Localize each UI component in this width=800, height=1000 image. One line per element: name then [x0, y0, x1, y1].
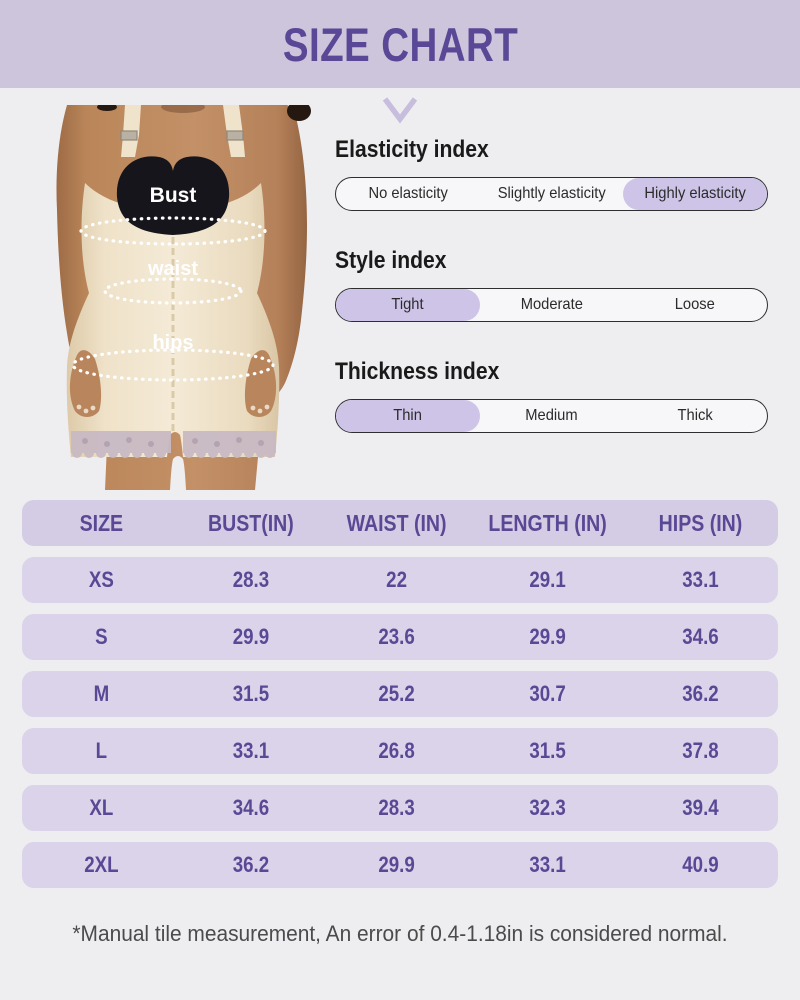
measurement-cell: 33.1 — [682, 567, 719, 592]
strap-buckle-right — [226, 130, 244, 141]
footnote: *Manual tile measurement, An error of 0.… — [72, 921, 728, 946]
shapewear-model-illustration: Bust waist hips — [56, 105, 311, 490]
hair-strand-left — [97, 105, 117, 111]
index-option: Moderate — [480, 289, 624, 321]
size-cell: L — [95, 738, 108, 763]
measurement-cell: 36.2 — [682, 681, 719, 706]
index-option: Slightly elasticity — [480, 178, 624, 210]
index-option-label: Medium — [525, 407, 578, 424]
measurement-cell: 39.4 — [682, 795, 719, 820]
index-option-label: No elasticity — [368, 185, 448, 202]
shoulder-straps — [120, 105, 245, 157]
index-title: Elasticity index — [335, 136, 489, 163]
waist-measure-line — [103, 277, 243, 305]
size-table: SIZE BUST(IN) WAIST (IN) LENGTH (IN) HIPS (I… — [22, 500, 778, 899]
index-option-label: Moderate — [520, 296, 583, 313]
index-option-label: Slightly elasticity — [497, 185, 606, 202]
index-block: Style index Tight Moderate Loose — [335, 247, 768, 322]
index-options-pill: No elasticity Slightly elasticity Highly e… — [335, 177, 768, 211]
measurement-cell: 34.6 — [682, 624, 719, 649]
index-option-selected: Tight — [336, 289, 480, 321]
index-option: Loose — [623, 289, 767, 321]
index-option-label: Tight — [391, 296, 424, 313]
hips-label: hips — [152, 332, 193, 354]
size-table-header-cell: LENGTH (IN) — [488, 509, 607, 536]
index-option-selected: Thin — [336, 400, 480, 432]
index-option-label: Thick — [677, 407, 713, 424]
size-table-row: S 29.9 23.6 29.9 34.6 — [22, 614, 778, 660]
hips-measure-line — [71, 348, 275, 382]
size-cell: S — [95, 624, 108, 649]
hands — [69, 350, 277, 417]
measurement-cell: 29.1 — [529, 567, 566, 592]
index-option: No elasticity — [336, 178, 480, 210]
measurement-cell: 25.2 — [377, 681, 415, 706]
size-cell: 2XL — [84, 852, 119, 877]
model-figure: Bust waist hips — [55, 105, 320, 490]
bust-label: Bust — [150, 184, 197, 207]
index-block: Thickness index Thin Medium Thick — [335, 358, 768, 433]
measurement-cell: 37.8 — [682, 738, 719, 763]
size-table-header-cell: SIZE — [79, 509, 124, 536]
size-table-row: 2XL 36.2 29.9 33.1 40.9 — [22, 842, 778, 888]
waist-label: waist — [147, 258, 198, 280]
measurement-cell: 28.3 — [377, 795, 415, 820]
measurement-cell: 29.9 — [232, 624, 269, 649]
measurement-cell: 22 — [385, 567, 407, 592]
bra — [116, 156, 230, 235]
index-option: Medium — [480, 400, 624, 432]
bust-measure-line — [79, 216, 267, 246]
measurement-cell: 31.5 — [529, 738, 566, 763]
index-option-label: Loose — [675, 296, 716, 313]
measurement-cell: 30.7 — [529, 681, 566, 706]
size-cell: XS — [88, 567, 114, 592]
size-table-row: XL 34.6 28.3 32.3 39.4 — [22, 785, 778, 831]
size-table-row: M 31.5 25.2 30.7 36.2 — [22, 671, 778, 717]
measurement-cell: 29.9 — [529, 624, 566, 649]
size-cell: XL — [89, 795, 114, 820]
size-table-row: XS 28.3 22 29.1 33.1 — [22, 557, 778, 603]
size-table-header-cell: WAIST (IN) — [346, 509, 447, 536]
index-options-pill: Thin Medium Thick — [335, 399, 768, 433]
index-option-label: Highly elasticity — [644, 185, 746, 202]
size-table-header-cell: HIPS (IN) — [658, 509, 743, 536]
measurement-cell: 31.5 — [232, 681, 269, 706]
index-panels: Elasticity index No elasticity Slightly el… — [335, 136, 768, 469]
lace-pattern-dots — [82, 437, 264, 447]
measurement-cell: 32.3 — [529, 795, 566, 820]
banner: SIZE CHART — [0, 0, 800, 88]
chin-shadow — [161, 105, 205, 113]
measurement-cell: 33.1 — [529, 852, 566, 877]
size-cell: M — [93, 681, 110, 706]
measurement-cell: 34.6 — [232, 795, 269, 820]
index-title: Thickness index — [335, 358, 500, 385]
index-option-selected: Highly elasticity — [623, 178, 768, 210]
size-table-header-cell: BUST(IN) — [207, 509, 294, 536]
size-table-row: L 33.1 26.8 31.5 37.8 — [22, 728, 778, 774]
size-table-header-row: SIZE BUST(IN) WAIST (IN) LENGTH (IN) HIPS (I… — [22, 500, 778, 546]
index-options-pill: Tight Moderate Loose — [335, 288, 768, 322]
measurement-cell: 26.8 — [377, 738, 415, 763]
measurement-cell: 23.6 — [377, 624, 415, 649]
lace-trim — [71, 431, 276, 458]
page-title: SIZE CHART — [282, 17, 518, 71]
measurement-cell: 29.9 — [377, 852, 415, 877]
hair-strand-right — [287, 105, 311, 121]
index-option-label: Thin — [393, 407, 423, 424]
chevron-down-icon — [382, 97, 418, 124]
measurement-cell: 33.1 — [232, 738, 269, 763]
index-option: Thick — [623, 400, 767, 432]
measurement-cell: 40.9 — [682, 852, 719, 877]
index-title: Style index — [335, 247, 447, 274]
measurement-cell: 36.2 — [232, 852, 269, 877]
index-block: Elasticity index No elasticity Slightly el… — [335, 136, 768, 211]
measurement-cell: 28.3 — [232, 567, 269, 592]
strap-buckle-left — [120, 130, 138, 141]
